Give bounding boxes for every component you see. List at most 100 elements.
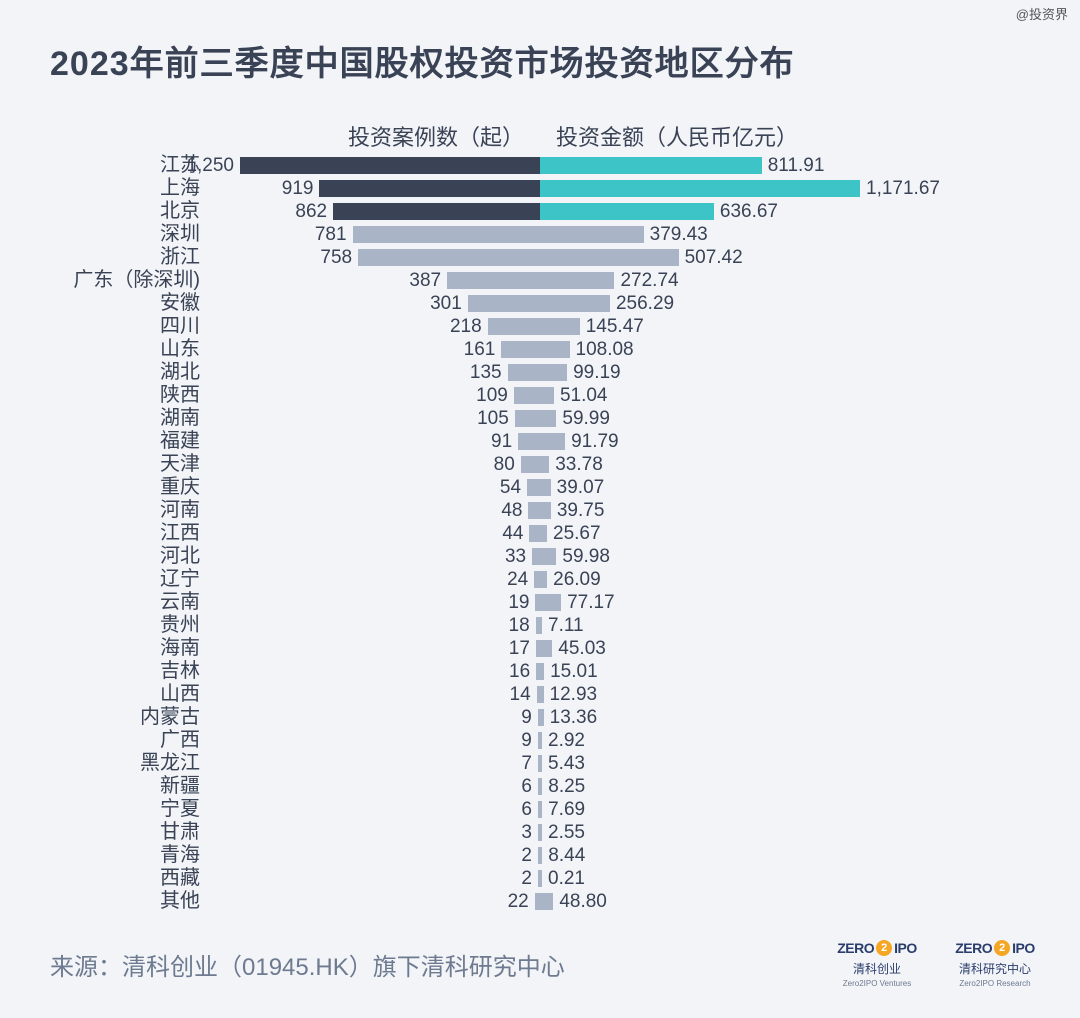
chart-row: 江西4425.67 [0,522,1080,545]
chart-row: 海南1745.03 [0,637,1080,660]
chart-row: 湖南 105 59.99 [0,407,1080,430]
chart-row: 辽宁2426.09 [0,568,1080,591]
chart-row: 宁夏67.69 [0,798,1080,821]
cases-value: 91 [491,430,512,453]
region-label: 甘肃 [0,821,200,844]
chart-row: 山西1412.93 [0,683,1080,706]
amount-value: 59.98 [562,545,610,568]
chart-row: 重庆 54 39.07 [0,476,1080,499]
chart-row: 陕西10951.04 [0,384,1080,407]
amount-value: 636.67 [720,200,778,223]
amount-value: 108.08 [576,338,634,361]
logo-en1: Zero2IPO Ventures [822,979,932,988]
amount-value: 13.36 [550,706,598,729]
chart-row: 广东（除深圳)387272.74 [0,269,1080,292]
logo-sub2: 清科研究中心 [940,960,1050,977]
cases-value: 6 [521,798,532,821]
amount-bar [540,249,679,266]
amount-bar [540,364,567,381]
cases-value: 218 [450,315,482,338]
amount-bar [540,157,762,174]
region-label: 吉林 [0,660,200,683]
region-label: 湖南 [0,407,200,430]
cases-bar [527,479,540,496]
amount-bar [540,341,570,358]
cases-bar [518,433,540,450]
chart-row: 黑龙江75.43 [0,752,1080,775]
cases-value: 17 [509,637,530,660]
cases-value: 24 [507,568,528,591]
chart-row: 云南1977.17 [0,591,1080,614]
region-label: 天津 [0,453,200,476]
amount-bar [540,709,544,726]
amount-value: 59.99 [562,407,610,430]
cases-value: 6 [521,775,532,798]
amount-bar [540,893,553,910]
cases-value: 781 [315,223,347,246]
chart-row: 贵州187.11 [0,614,1080,637]
cases-bar [508,364,540,381]
region-label: 云南 [0,591,200,614]
region-label: 宁夏 [0,798,200,821]
cases-value: 301 [430,292,462,315]
amount-value: 379.43 [650,223,708,246]
cases-value: 919 [282,177,314,200]
region-label: 浙江 [0,246,200,269]
logo-en2: Zero2IPO Research [940,979,1050,988]
cases-bar [468,295,540,312]
amount-value: 256.29 [616,292,674,315]
region-label: 湖北 [0,361,200,384]
region-label: 陕西 [0,384,200,407]
chart-row: 新疆68.25 [0,775,1080,798]
region-label: 广西 [0,729,200,752]
chart-row: 安徽301256.29 [0,292,1080,315]
cases-bar [521,456,540,473]
logo-circle-icon: 2 [876,940,892,956]
region-label: 福建 [0,430,200,453]
amount-value: 272.74 [620,269,678,292]
amount-bar [540,318,580,335]
amount-bar [540,525,547,542]
cases-value: 54 [500,476,521,499]
footer-logos: ZERO 2 IPO 清科创业 Zero2IPO Ventures ZERO 2… [822,940,1050,988]
region-label: 上海 [0,177,200,200]
amount-bar [540,548,556,565]
amount-bar [540,456,549,473]
amount-value: 0.21 [548,867,585,890]
chart-row: 河北3359.98 [0,545,1080,568]
amount-value: 77.17 [567,591,615,614]
amount-value: 145.47 [586,315,644,338]
chart-row: 北京862636.67 [0,200,1080,223]
legend-right: 投资金额（人民币亿元） [556,120,798,152]
chart-row: 青海28.44 [0,844,1080,867]
amount-bar [540,847,542,864]
cases-value: 9 [521,706,532,729]
cases-value: 109 [476,384,508,407]
logo-circle-icon: 2 [994,940,1010,956]
logo-ipo-text: IPO [894,940,917,956]
cases-value: 22 [508,890,529,913]
cases-value: 2 [521,844,532,867]
amount-value: 99.19 [573,361,621,384]
chart-row: 四川218145.47 [0,315,1080,338]
legend-left: 投资案例数（起） [348,120,524,152]
amount-value: 507.42 [685,246,743,269]
logo-research: ZERO 2 IPO 清科研究中心 Zero2IPO Research [940,940,1050,988]
cases-bar [488,318,540,335]
amount-bar [540,226,644,243]
amount-bar [540,640,552,657]
amount-value: 39.07 [557,476,605,499]
logo-zero-text: ZERO [837,940,874,956]
region-label: 新疆 [0,775,200,798]
amount-bar [540,502,551,519]
cases-value: 14 [510,683,531,706]
logo-zero-text: ZERO [955,940,992,956]
region-label: 重庆 [0,476,200,499]
cases-value: 7 [521,752,532,775]
cases-bar [358,249,540,266]
cases-value: 105 [477,407,509,430]
logo-ipo-text: IPO [1012,940,1035,956]
cases-value: 387 [409,269,441,292]
chart-row: 福建9191.79 [0,430,1080,453]
cases-value: 862 [295,200,327,223]
